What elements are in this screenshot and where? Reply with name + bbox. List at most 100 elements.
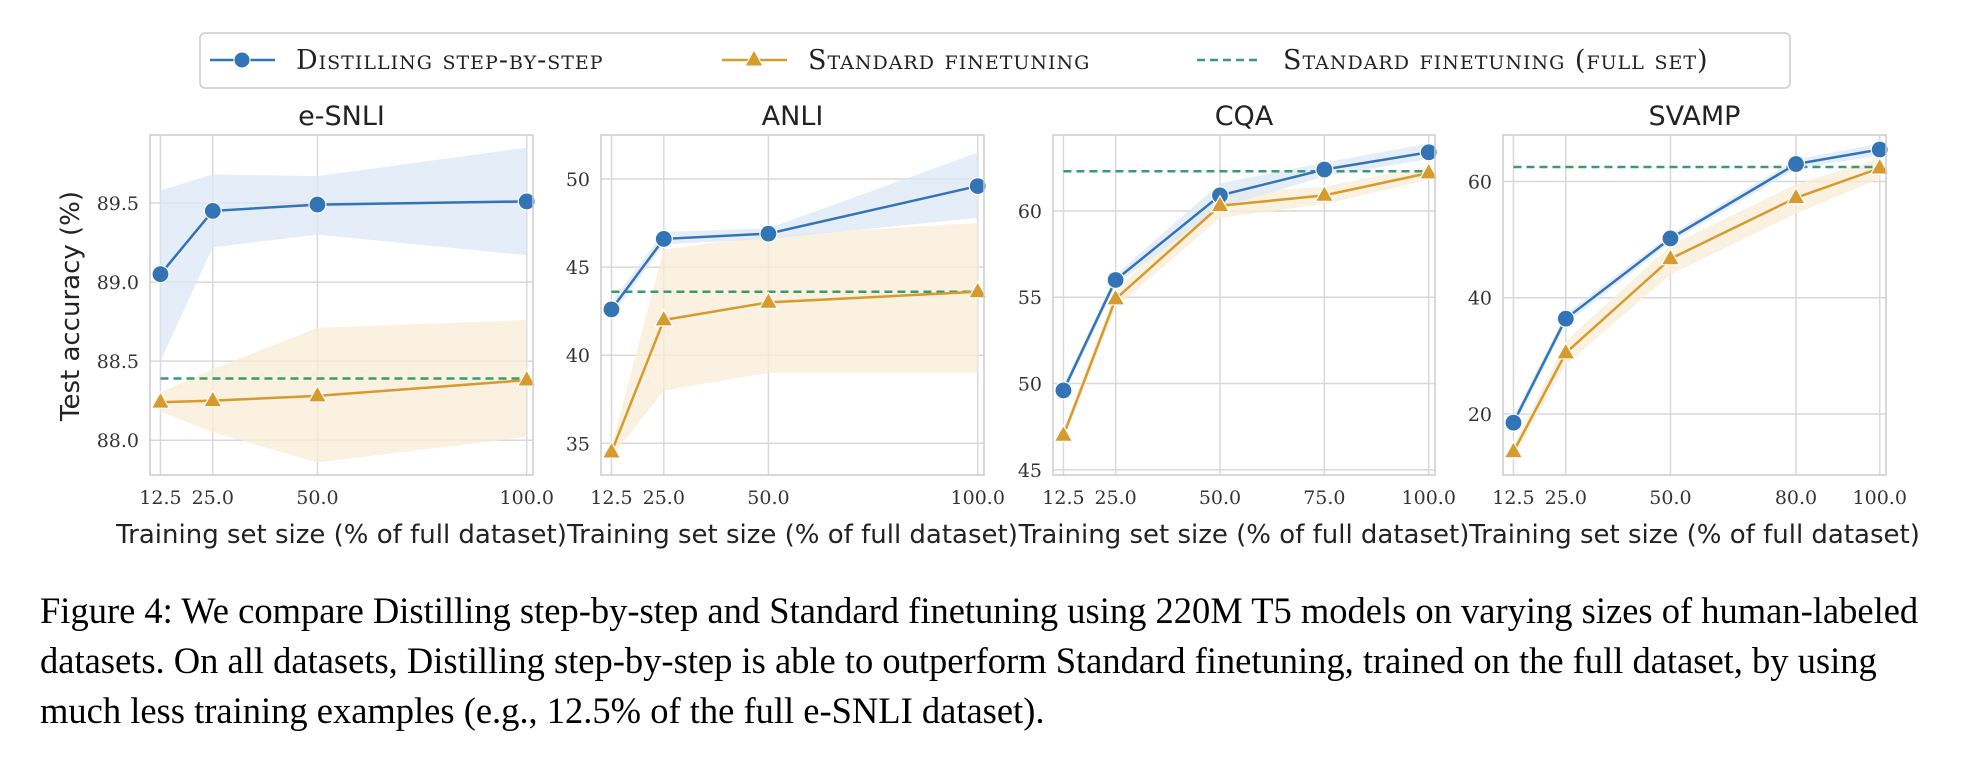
x-tick-label: 100.0	[1402, 487, 1456, 509]
distill-series-line	[610, 184, 978, 311]
standard-point	[150, 391, 171, 409]
panel-e-snli: 88.0 88.5 89.0 89.5 12.5 25.0 50.0 100.0 e-SNLI T…	[97, 101, 567, 550]
x-axis-label: Training set size (% of full dataset)	[1018, 520, 1470, 550]
standard-point	[516, 368, 537, 387]
standard-point	[1785, 186, 1807, 205]
distill-point	[1556, 309, 1575, 328]
panel-title: SVAMP	[1649, 101, 1741, 132]
distill-confidence-band	[160, 147, 527, 362]
x-tick-label: 12.5	[139, 487, 181, 509]
figure-caption: Figure 4: We compare Distilling step-by-…	[40, 590, 1919, 731]
plot-frame	[1502, 134, 1887, 476]
panel-cqa: 45 50 55 60 12.5 25.0 50.0 75.0 100.0 CQA Training…	[1018, 101, 1470, 550]
chart-panels: 88.0 88.5 89.0 89.5 12.5 25.0 50.0 100.0 e-SNLI T…	[97, 101, 1920, 550]
y-tick-label: 50	[1018, 374, 1042, 396]
standard-point	[1660, 247, 1681, 266]
x-tick-label: 25.0	[1545, 487, 1587, 509]
standard-confidence-band	[1513, 158, 1880, 458]
standard-point	[653, 308, 674, 327]
x-tick-label: 25.0	[643, 487, 685, 509]
y-tick-label: 88.5	[97, 351, 139, 373]
y-tick-label: 60	[1018, 201, 1042, 223]
distill-point	[308, 195, 327, 214]
distill-point	[654, 229, 673, 249]
x-tick-label: 12.5	[1042, 487, 1084, 509]
distill-point	[1786, 154, 1806, 174]
distill-point	[1419, 143, 1438, 162]
standard-series-line	[610, 290, 978, 453]
y-tick-label: 45	[1018, 460, 1042, 482]
panel-anli: 35 40 45 50 12.5 25.0 50.0 100.0 ANLI Training se…	[566, 101, 1018, 550]
x-tick-label: 80.0	[1775, 487, 1817, 509]
x-tick-label: 50.0	[1649, 487, 1691, 509]
panel-title: CQA	[1215, 101, 1274, 132]
distill-point	[517, 192, 536, 211]
plot-frame	[600, 134, 985, 476]
distill-point	[759, 224, 778, 243]
y-tick-label: 55	[1018, 287, 1042, 309]
distill-point	[1504, 413, 1523, 432]
standard-point	[1053, 424, 1074, 442]
legend-full-set-label: Standard finetuning (full set)	[1283, 45, 1709, 76]
legend: Distilling step-by-step Standard finetun…	[199, 32, 1791, 89]
y-tick-label: 50	[566, 169, 590, 191]
standard-series-line	[160, 378, 527, 404]
legend-standard-marker	[744, 48, 764, 67]
standard-point	[202, 389, 223, 408]
standard-point	[601, 440, 622, 459]
standard-point	[1418, 161, 1439, 180]
y-tick-label: 89.0	[97, 272, 139, 294]
y-axis-label: Test accuracy (%)	[56, 191, 86, 422]
panel-title: e-SNLI	[298, 101, 385, 132]
x-tick-label: 50.0	[296, 487, 338, 509]
x-tick-label: 25.0	[1094, 487, 1136, 509]
x-tick-label: 50.0	[1199, 487, 1241, 509]
distill-confidence-band	[1063, 143, 1429, 396]
standard-point	[1314, 184, 1335, 203]
distill-point	[151, 265, 170, 284]
legend-distill-marker	[233, 51, 251, 69]
x-tick-label: 100.0	[1853, 487, 1907, 509]
distill-point	[602, 300, 621, 319]
distill-point	[1315, 160, 1334, 179]
distill-point	[968, 176, 987, 196]
y-tick-label: 40	[566, 345, 590, 367]
x-tick-label: 12.5	[590, 487, 632, 509]
standard-point	[758, 291, 779, 309]
x-tick-label: 75.0	[1303, 487, 1345, 509]
x-tick-label: 50.0	[747, 487, 789, 509]
y-tick-label: 89.5	[97, 193, 139, 215]
legend-standard-label: Standard finetuning	[808, 45, 1090, 76]
standard-point	[1105, 287, 1126, 306]
y-tick-label: 60	[1468, 171, 1492, 193]
y-tick-label: 88.0	[97, 430, 139, 452]
legend-frame	[199, 32, 1791, 89]
panel-svamp: 20 40 60 12.5 25.0 50.0 80.0 100.0 SVAMP Training…	[1468, 101, 1920, 550]
distill-series-line	[159, 200, 527, 275]
figure-4-chart: Distilling step-by-step Standard finetun…	[56, 32, 1920, 550]
distill-confidence-band	[611, 152, 978, 317]
distill-point	[203, 201, 222, 221]
y-tick-label: 40	[1468, 288, 1492, 310]
standard-point	[1555, 341, 1576, 360]
standard-point	[1503, 440, 1524, 459]
y-tick-label: 20	[1468, 404, 1492, 426]
panel-title: ANLI	[762, 101, 824, 132]
x-tick-label: 100.0	[951, 487, 1005, 509]
distill-point	[1106, 270, 1125, 290]
y-tick-label: 45	[566, 257, 590, 279]
standard-confidence-band	[611, 223, 978, 458]
standard-point	[967, 280, 988, 299]
x-axis-label: Training set size (% of full dataset)	[1468, 520, 1920, 550]
x-tick-label: 100.0	[500, 487, 554, 509]
y-tick-label: 35	[566, 433, 590, 455]
standard-point	[1209, 194, 1231, 213]
plot-frame	[149, 134, 534, 476]
plot-frame	[1052, 134, 1436, 476]
x-axis-label: Training set size (% of full dataset)	[566, 520, 1018, 550]
x-tick-label: 12.5	[1492, 487, 1534, 509]
x-tick-label: 25.0	[192, 487, 234, 509]
distill-point	[1054, 381, 1073, 400]
standard-point	[307, 384, 328, 403]
standard-confidence-band	[160, 320, 527, 463]
